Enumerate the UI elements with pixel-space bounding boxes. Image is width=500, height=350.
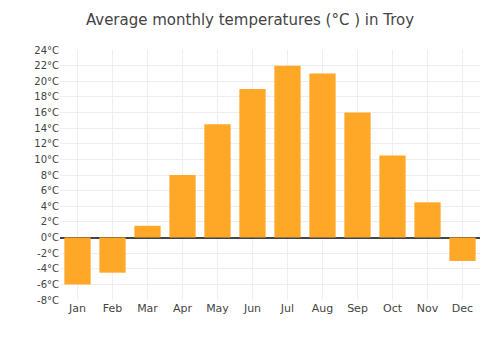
svg-text:-2°C: -2°C	[37, 248, 59, 259]
svg-text:8°C: 8°C	[41, 170, 59, 181]
svg-text:-8°C: -8°C	[37, 295, 59, 306]
svg-text:24°C: 24°C	[34, 45, 59, 56]
svg-text:Sep: Sep	[347, 302, 368, 315]
svg-text:Oct: Oct	[383, 302, 403, 315]
svg-text:-6°C: -6°C	[37, 279, 59, 290]
svg-text:Jul: Jul	[280, 302, 294, 315]
svg-text:Average monthly temperatures (: Average monthly temperatures (°C ) in Tr…	[86, 11, 414, 29]
svg-text:Feb: Feb	[103, 302, 122, 315]
svg-text:12°C: 12°C	[34, 138, 59, 149]
svg-text:4°C: 4°C	[41, 201, 59, 212]
svg-text:Mar: Mar	[137, 302, 158, 315]
svg-text:Jan: Jan	[68, 302, 86, 315]
svg-text:6°C: 6°C	[41, 185, 59, 196]
svg-text:0°C: 0°C	[41, 232, 59, 243]
svg-text:-4°C: -4°C	[37, 263, 59, 274]
svg-text:20°C: 20°C	[34, 76, 59, 87]
svg-text:2°C: 2°C	[41, 216, 59, 227]
svg-text:May: May	[206, 302, 229, 315]
svg-text:16°C: 16°C	[34, 107, 59, 118]
svg-text:10°C: 10°C	[34, 154, 59, 165]
svg-text:22°C: 22°C	[34, 60, 59, 71]
svg-text:Aug: Aug	[312, 302, 333, 315]
svg-text:Apr: Apr	[173, 302, 193, 315]
svg-text:18°C: 18°C	[34, 91, 59, 102]
svg-text:Jun: Jun	[243, 302, 261, 315]
svg-text:Nov: Nov	[417, 302, 439, 315]
svg-text:Dec: Dec	[452, 302, 473, 315]
svg-text:14°C: 14°C	[34, 123, 59, 134]
